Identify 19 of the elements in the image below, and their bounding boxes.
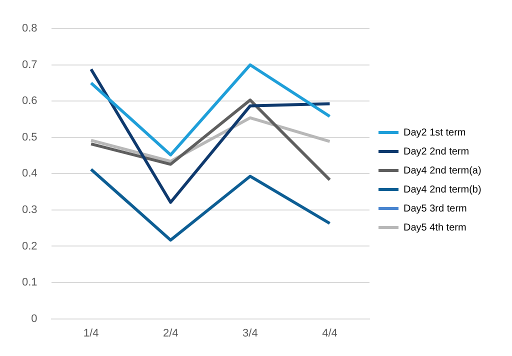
x-tick-label: 1/4: [83, 327, 99, 340]
y-tick-label: 0.7: [22, 58, 38, 71]
x-tick-label: 3/4: [242, 327, 258, 340]
legend-label: Day4 2nd term(b): [404, 184, 482, 196]
y-tick-label: 0.5: [22, 131, 38, 144]
legend-label: Day4 2nd term(a): [404, 165, 482, 176]
y-tick-label: 0.3: [22, 204, 38, 216]
y-tick-label: 0.6: [22, 95, 38, 108]
legend-label: Day5 3rd term: [404, 203, 467, 214]
y-tick-label: 0: [31, 312, 38, 325]
x-tick-label: 4/4: [322, 327, 338, 340]
y-tick-label: 0.8: [22, 22, 38, 35]
y-tick-label: 0.4: [22, 168, 38, 180]
legend-label: Day2 2nd term: [404, 146, 470, 158]
legend-label: Day5 4th term: [404, 222, 466, 234]
x-tick-label: 2/4: [162, 327, 178, 340]
y-tick-label: 0.2: [22, 240, 38, 252]
y-tick-label: 0.1: [22, 276, 38, 289]
legend-label: Day2 1st term: [404, 127, 466, 138]
